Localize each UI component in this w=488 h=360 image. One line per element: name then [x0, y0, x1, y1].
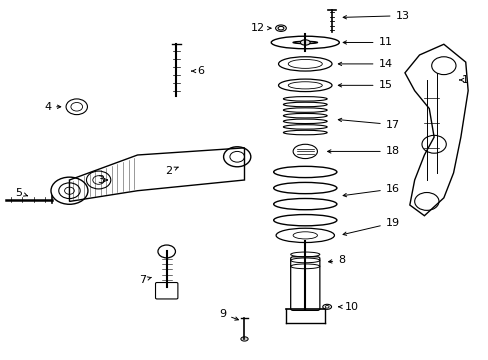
Text: 2: 2 [165, 166, 178, 176]
Ellipse shape [300, 40, 309, 45]
Text: 18: 18 [327, 147, 399, 157]
Text: 5: 5 [15, 188, 27, 198]
Text: 8: 8 [328, 255, 345, 265]
Text: 9: 9 [219, 309, 238, 320]
Text: 6: 6 [191, 66, 204, 76]
Text: 14: 14 [338, 59, 392, 69]
Text: 4: 4 [44, 102, 61, 112]
Ellipse shape [241, 337, 247, 341]
Text: 1: 1 [459, 75, 468, 85]
Text: 19: 19 [343, 218, 399, 235]
Text: 3: 3 [98, 175, 107, 185]
Text: 15: 15 [338, 80, 392, 90]
Text: 13: 13 [343, 11, 408, 21]
Text: 17: 17 [338, 118, 399, 130]
Text: 7: 7 [139, 275, 151, 285]
Text: 11: 11 [343, 37, 392, 48]
Text: 12: 12 [250, 23, 270, 33]
Text: 10: 10 [338, 302, 358, 312]
Text: 16: 16 [343, 184, 399, 197]
